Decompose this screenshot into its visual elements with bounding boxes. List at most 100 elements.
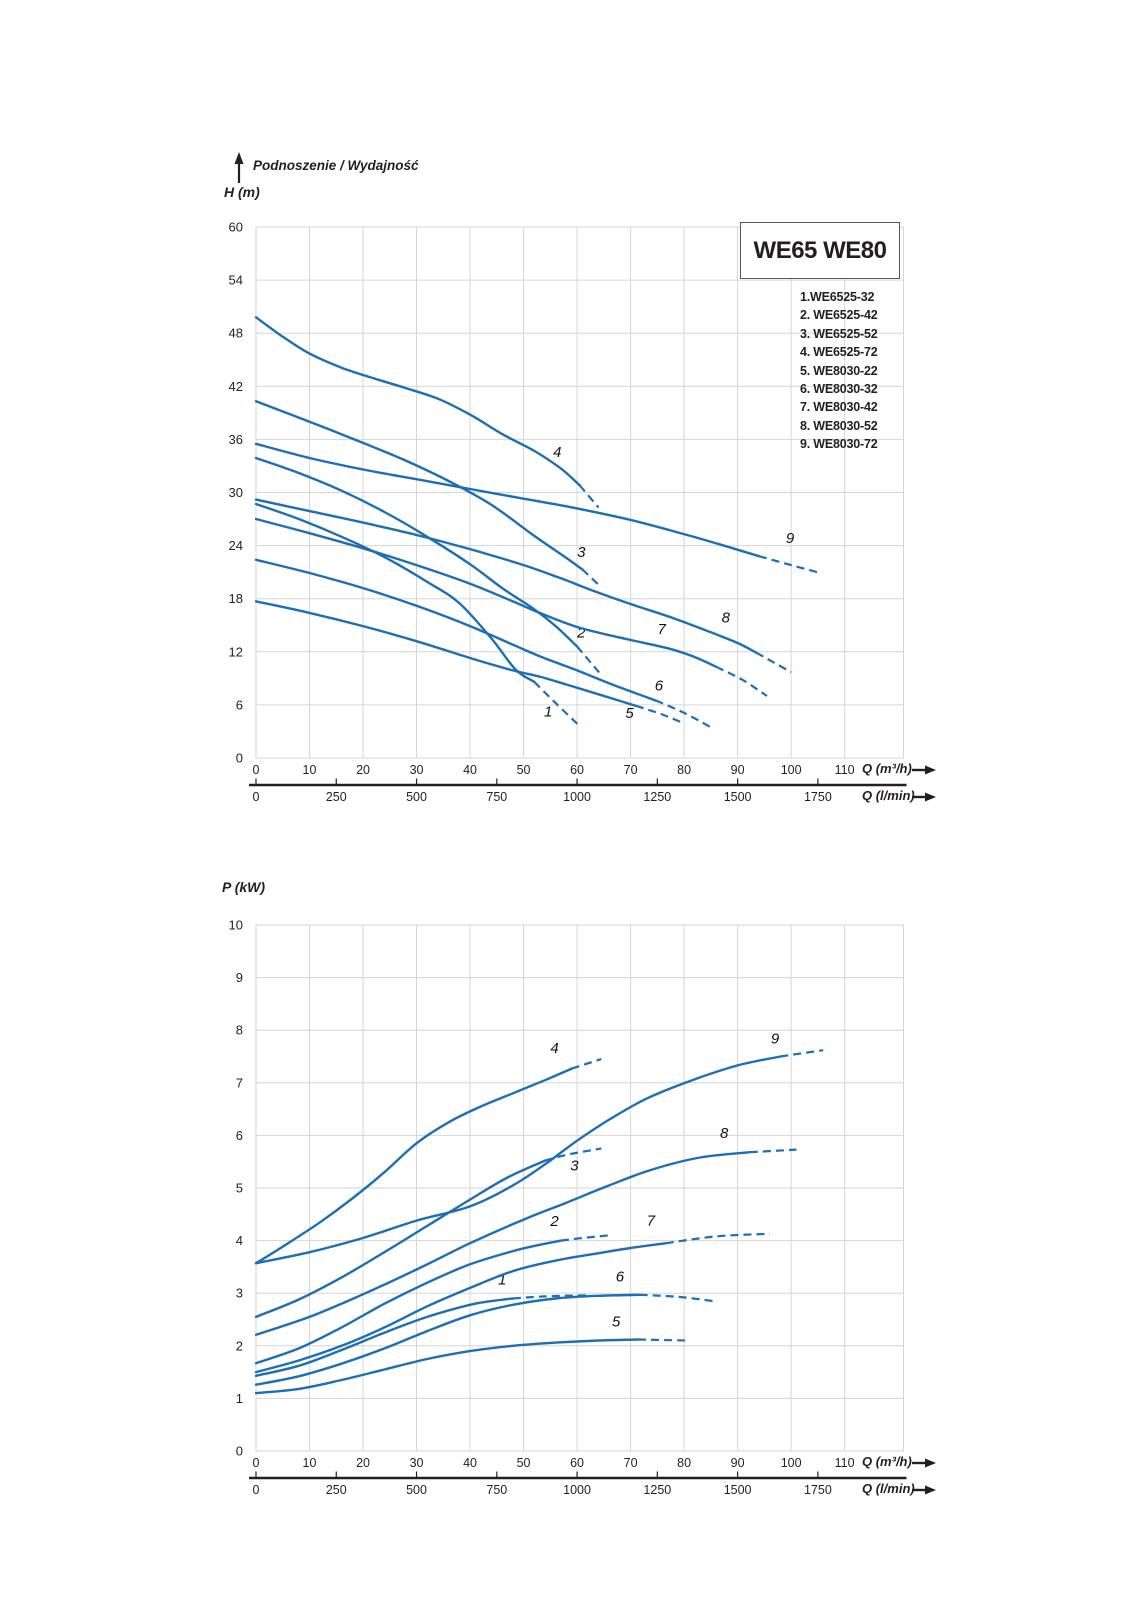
legend-item: 9. WE8030-72 bbox=[800, 437, 878, 452]
x-tick-label: 50 bbox=[517, 1456, 531, 1470]
x-tick-label: 100 bbox=[781, 763, 802, 777]
curve-7 bbox=[254, 517, 718, 668]
lmin-tick-label: 750 bbox=[486, 790, 507, 804]
curve-label-3: 3 bbox=[570, 1158, 579, 1175]
y-tick-label: 2 bbox=[236, 1338, 243, 1353]
lmin-tick-label: 1750 bbox=[804, 1483, 832, 1497]
curve-1-dashed bbox=[533, 681, 581, 727]
curve-6-dashed bbox=[655, 699, 711, 728]
curve-8-dashed bbox=[749, 1148, 797, 1154]
bottom-q-m3h-label: Q (m³/h) bbox=[862, 1454, 912, 1469]
top-q-m3h-label: Q (m³/h) bbox=[862, 761, 912, 776]
legend-item: 1.WE6525-32 bbox=[800, 290, 875, 304]
curve-6-dashed bbox=[639, 1293, 714, 1303]
y-tick-label: 3 bbox=[236, 1286, 243, 1301]
bottom-q-lmin-label: Q (l/min) bbox=[862, 1481, 915, 1496]
curve-7-dashed bbox=[715, 665, 768, 697]
legend-item: 5. WE8030-22 bbox=[800, 363, 878, 378]
x-tick-label: 20 bbox=[356, 763, 370, 777]
curve-9-dashed bbox=[758, 555, 821, 575]
curve-label-8: 8 bbox=[720, 1125, 729, 1142]
x-tick-label: 80 bbox=[677, 1456, 691, 1470]
curve-3 bbox=[254, 1159, 547, 1319]
y-tick-label: 18 bbox=[229, 591, 243, 606]
y-tick-label: 0 bbox=[236, 1444, 243, 1459]
curve-label-1: 1 bbox=[498, 1271, 506, 1288]
y-tick-label: 36 bbox=[229, 432, 243, 447]
right-arrow-icon bbox=[925, 765, 936, 775]
legend-item: 6. WE8030-32 bbox=[800, 382, 878, 397]
curve-1 bbox=[254, 502, 536, 684]
y-tick-label: 4 bbox=[236, 1233, 243, 1248]
right-arrow-icon bbox=[925, 1485, 936, 1495]
x-tick-label: 20 bbox=[356, 1456, 370, 1470]
x-tick-label: 50 bbox=[517, 763, 531, 777]
curve-label-7: 7 bbox=[647, 1212, 656, 1229]
curve-7 bbox=[254, 1242, 668, 1374]
curve-7-dashed bbox=[665, 1232, 770, 1245]
legend-item: 3. WE6525-52 bbox=[800, 326, 878, 341]
curve-label-9: 9 bbox=[786, 530, 795, 547]
y-tick-label: 5 bbox=[236, 1181, 243, 1196]
legend-item: 8. WE8030-52 bbox=[800, 418, 878, 433]
curve-5-dashed bbox=[638, 1338, 690, 1342]
x-tick-label: 0 bbox=[253, 763, 260, 777]
curve-2 bbox=[254, 1239, 563, 1365]
curve-4 bbox=[254, 1067, 573, 1265]
y-tick-label: 9 bbox=[236, 970, 243, 985]
curve-9 bbox=[254, 442, 761, 558]
y-tick-label: 6 bbox=[236, 1128, 243, 1143]
x-tick-label: 10 bbox=[303, 763, 317, 777]
curve-label-4: 4 bbox=[553, 444, 561, 461]
x-tick-label: 70 bbox=[624, 1456, 638, 1470]
curve-6 bbox=[254, 1293, 641, 1386]
lmin-tick-label: 1250 bbox=[643, 790, 671, 804]
curve-label-6: 6 bbox=[616, 1269, 625, 1286]
curve-2-dashed bbox=[560, 1234, 610, 1242]
legend-title-box: WE65 WE80 bbox=[740, 222, 900, 279]
y-tick-label: 8 bbox=[236, 1023, 243, 1038]
curve-9 bbox=[254, 1055, 782, 1265]
x-tick-label: 10 bbox=[303, 1456, 317, 1470]
curve-5-dashed bbox=[635, 704, 685, 725]
x-tick-label: 60 bbox=[570, 763, 584, 777]
y-tick-label: 0 bbox=[236, 751, 243, 766]
y-tick-label: 6 bbox=[236, 697, 243, 712]
x-tick-label: 0 bbox=[253, 1456, 260, 1470]
x-tick-label: 30 bbox=[410, 1456, 424, 1470]
curve-4-dashed bbox=[578, 484, 600, 509]
lmin-tick-label: 250 bbox=[326, 790, 347, 804]
curve-label-5: 5 bbox=[612, 1313, 621, 1330]
legend-item: 7. WE8030-42 bbox=[800, 400, 878, 415]
lmin-tick-label: 500 bbox=[406, 790, 427, 804]
top-q-lmin-label: Q (l/min) bbox=[862, 788, 915, 803]
curve-label-7: 7 bbox=[657, 621, 666, 638]
right-arrow-icon bbox=[925, 792, 936, 802]
curve-1-dashed bbox=[512, 1294, 588, 1300]
curve-label-8: 8 bbox=[722, 610, 731, 627]
curve-label-2: 2 bbox=[576, 625, 586, 642]
curve-label-5: 5 bbox=[625, 705, 634, 722]
curve-8-dashed bbox=[755, 651, 792, 674]
curve-label-3: 3 bbox=[577, 544, 586, 561]
y-tick-label: 10 bbox=[229, 918, 243, 933]
curve-label-4: 4 bbox=[550, 1040, 558, 1057]
curve-3 bbox=[254, 400, 584, 571]
lmin-tick-label: 1750 bbox=[804, 790, 832, 804]
curve-3-dashed bbox=[581, 568, 602, 589]
curve-4-dashed bbox=[571, 1058, 602, 1070]
lmin-tick-label: 750 bbox=[486, 1483, 507, 1497]
y-tick-label: 30 bbox=[229, 485, 243, 500]
right-arrow-icon bbox=[925, 1458, 936, 1468]
curve-label-2: 2 bbox=[549, 1213, 559, 1230]
legend-list: 1.WE6525-32 2. WE6525-42 3. WE6525-52 4.… bbox=[800, 288, 878, 454]
curve-9-dashed bbox=[780, 1049, 824, 1058]
curve-label-1: 1 bbox=[544, 703, 552, 720]
legend-item: 2. WE6525-42 bbox=[800, 308, 878, 323]
x-tick-label: 60 bbox=[570, 1456, 584, 1470]
lmin-tick-label: 0 bbox=[253, 790, 260, 804]
up-arrow-icon bbox=[234, 152, 244, 164]
curve-1 bbox=[254, 1297, 515, 1377]
plot-border bbox=[255, 924, 904, 1452]
